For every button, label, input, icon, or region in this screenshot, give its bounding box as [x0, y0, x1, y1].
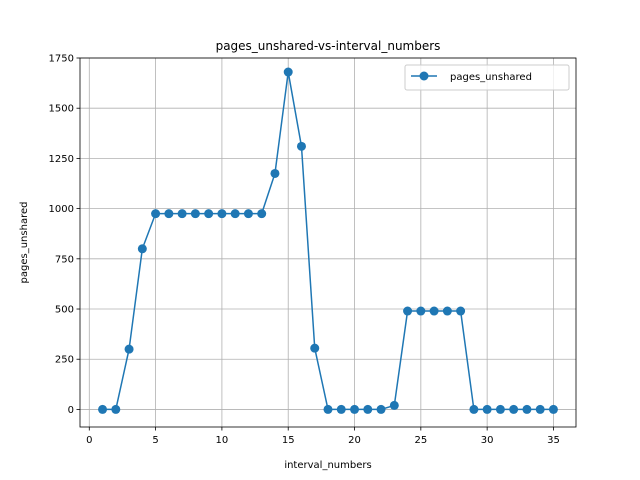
- data-point: [98, 404, 108, 414]
- x-tick-label: 25: [414, 435, 427, 446]
- x-tick-label: 20: [348, 435, 361, 446]
- data-point: [296, 141, 306, 151]
- data-point: [270, 168, 280, 178]
- data-point: [363, 404, 373, 414]
- series-layer: [98, 67, 558, 414]
- data-point: [442, 306, 452, 316]
- data-point: [164, 209, 174, 219]
- y-tick-label: 500: [55, 305, 74, 316]
- y-tick-label: 0: [68, 405, 74, 416]
- x-tick-label: 5: [152, 435, 158, 446]
- data-point: [190, 209, 200, 219]
- data-point: [124, 344, 134, 354]
- y-axis-title: pages_unshared: [19, 202, 30, 284]
- data-point: [177, 209, 187, 219]
- data-point: [336, 404, 346, 414]
- y-tick-label: 1250: [49, 154, 74, 165]
- y-tick-label: 250: [55, 355, 74, 366]
- x-tick-label: 10: [216, 435, 229, 446]
- data-point: [137, 244, 147, 254]
- grid: [80, 57, 576, 427]
- legend-label: pages_unshared: [450, 72, 532, 83]
- data-point: [403, 306, 413, 316]
- data-point: [323, 404, 333, 414]
- data-point: [310, 343, 320, 353]
- x-tick-label: 35: [547, 435, 560, 446]
- data-point: [230, 209, 240, 219]
- y-tick-label: 750: [55, 254, 74, 265]
- data-point: [469, 404, 479, 414]
- data-point: [283, 67, 293, 77]
- data-point: [429, 306, 439, 316]
- data-point: [376, 404, 386, 414]
- data-point: [389, 400, 399, 410]
- data-point: [456, 306, 466, 316]
- legend-box: [404, 64, 570, 91]
- legend: pages_unshared: [404, 64, 570, 91]
- data-point: [111, 404, 121, 414]
- data-point: [482, 404, 492, 414]
- ticks: 0 5 10 15 20 25 30 35 0 250 500 750 1000 1250 1500 1750: [49, 54, 560, 447]
- x-tick-label: 0: [86, 435, 92, 446]
- data-point: [535, 404, 545, 414]
- data-point: [217, 209, 227, 219]
- data-point: [204, 209, 214, 219]
- data-point: [548, 404, 558, 414]
- y-tick-label: 1750: [49, 54, 74, 65]
- chart-title: pages_unshared-vs-interval_numbers: [216, 39, 441, 53]
- data-point: [495, 404, 505, 414]
- x-tick-label: 15: [282, 435, 295, 446]
- y-tick-label: 1000: [49, 204, 74, 215]
- data-point: [350, 404, 360, 414]
- data-point: [243, 209, 253, 219]
- legend-marker: [419, 71, 429, 81]
- data-point: [522, 404, 532, 414]
- data-point: [151, 209, 161, 219]
- data-point: [416, 306, 426, 316]
- x-tick-label: 30: [481, 435, 494, 446]
- plot-frame: [79, 57, 577, 428]
- x-axis-title: interval_numbers: [284, 460, 371, 471]
- data-point: [509, 404, 519, 414]
- y-tick-label: 1500: [49, 104, 74, 115]
- data-point: [257, 209, 267, 219]
